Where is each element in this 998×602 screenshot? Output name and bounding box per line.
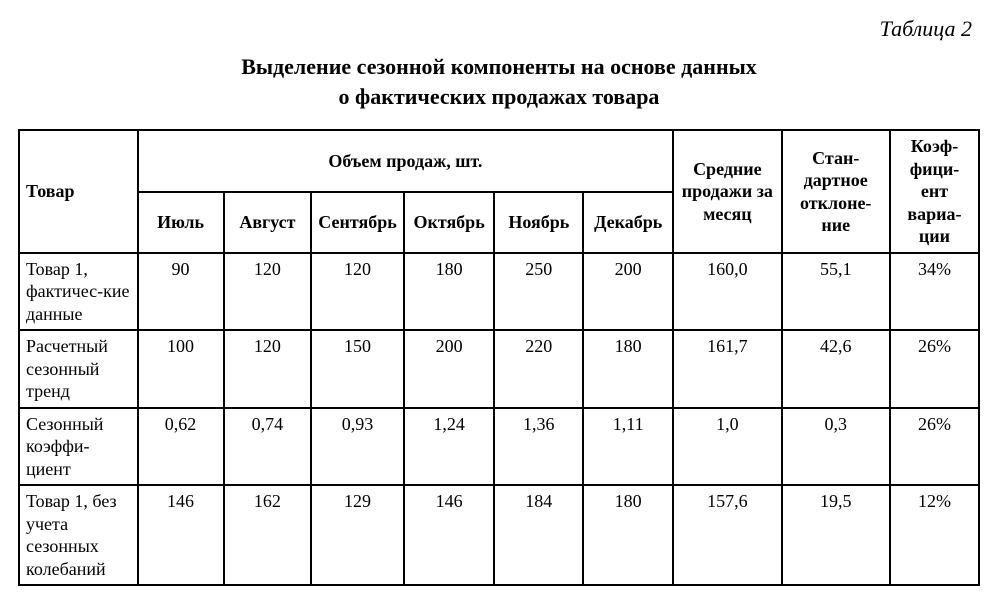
cell: 120 <box>311 253 403 331</box>
cell: 157,6 <box>673 485 781 585</box>
row-label: Сезонный коэффи-циент <box>19 408 138 486</box>
table-row: Товар 1, фактичес-кие данные 90 120 120 … <box>19 253 979 331</box>
title-line-2: о фактических продажах товара <box>339 84 660 109</box>
col-header-month-sep: Сентябрь <box>311 192 403 253</box>
cell: 26% <box>890 408 979 486</box>
cell: 162 <box>224 485 312 585</box>
col-header-month-nov: Ноябрь <box>494 192 583 253</box>
cell: 180 <box>583 330 673 408</box>
cell: 100 <box>138 330 224 408</box>
cell: 26% <box>890 330 979 408</box>
cell: 0,62 <box>138 408 224 486</box>
col-header-product: Товар <box>19 130 138 253</box>
cell: 1,36 <box>494 408 583 486</box>
table-row: Расчетный сезонный тренд 100 120 150 200… <box>19 330 979 408</box>
cell: 200 <box>404 330 495 408</box>
col-header-month-oct: Октябрь <box>404 192 495 253</box>
table-row: Сезонный коэффи-циент 0,62 0,74 0,93 1,2… <box>19 408 979 486</box>
cell: 129 <box>311 485 403 585</box>
cell: 160,0 <box>673 253 781 331</box>
cell: 0,3 <box>782 408 890 486</box>
cell: 180 <box>583 485 673 585</box>
table-title: Выделение сезонной компоненты на основе … <box>18 52 980 111</box>
cell: 12% <box>890 485 979 585</box>
cell: 1,24 <box>404 408 495 486</box>
col-header-avg: Средние продажи за месяц <box>673 130 781 253</box>
cell: 120 <box>224 330 312 408</box>
row-label: Товар 1, без учета сезонных колебаний <box>19 485 138 585</box>
col-header-cv: Коэф-фици-ент вариа-ции <box>890 130 979 253</box>
col-header-volume-group: Объем продаж, шт. <box>138 130 674 191</box>
row-label: Товар 1, фактичес-кие данные <box>19 253 138 331</box>
cell: 120 <box>224 253 312 331</box>
title-line-1: Выделение сезонной компоненты на основе … <box>241 54 757 79</box>
cell: 42,6 <box>782 330 890 408</box>
col-header-month-jul: Июль <box>138 192 224 253</box>
cell: 250 <box>494 253 583 331</box>
cell: 34% <box>890 253 979 331</box>
cell: 1,11 <box>583 408 673 486</box>
table-number-label: Таблица 2 <box>18 16 980 42</box>
row-label: Расчетный сезонный тренд <box>19 330 138 408</box>
table-row: Товар 1, без учета сезонных колебаний 14… <box>19 485 979 585</box>
cell: 184 <box>494 485 583 585</box>
cell: 146 <box>404 485 495 585</box>
cell: 0,74 <box>224 408 312 486</box>
cell: 220 <box>494 330 583 408</box>
cell: 200 <box>583 253 673 331</box>
cell: 161,7 <box>673 330 781 408</box>
cell: 19,5 <box>782 485 890 585</box>
cell: 150 <box>311 330 403 408</box>
cell: 1,0 <box>673 408 781 486</box>
col-header-month-aug: Август <box>224 192 312 253</box>
cell: 55,1 <box>782 253 890 331</box>
cell: 90 <box>138 253 224 331</box>
col-header-std: Стан-дартное отклоне-ние <box>782 130 890 253</box>
cell: 0,93 <box>311 408 403 486</box>
cell: 180 <box>404 253 495 331</box>
col-header-month-dec: Декабрь <box>583 192 673 253</box>
cell: 146 <box>138 485 224 585</box>
seasonal-sales-table: Товар Объем продаж, шт. Средние продажи … <box>18 129 980 586</box>
